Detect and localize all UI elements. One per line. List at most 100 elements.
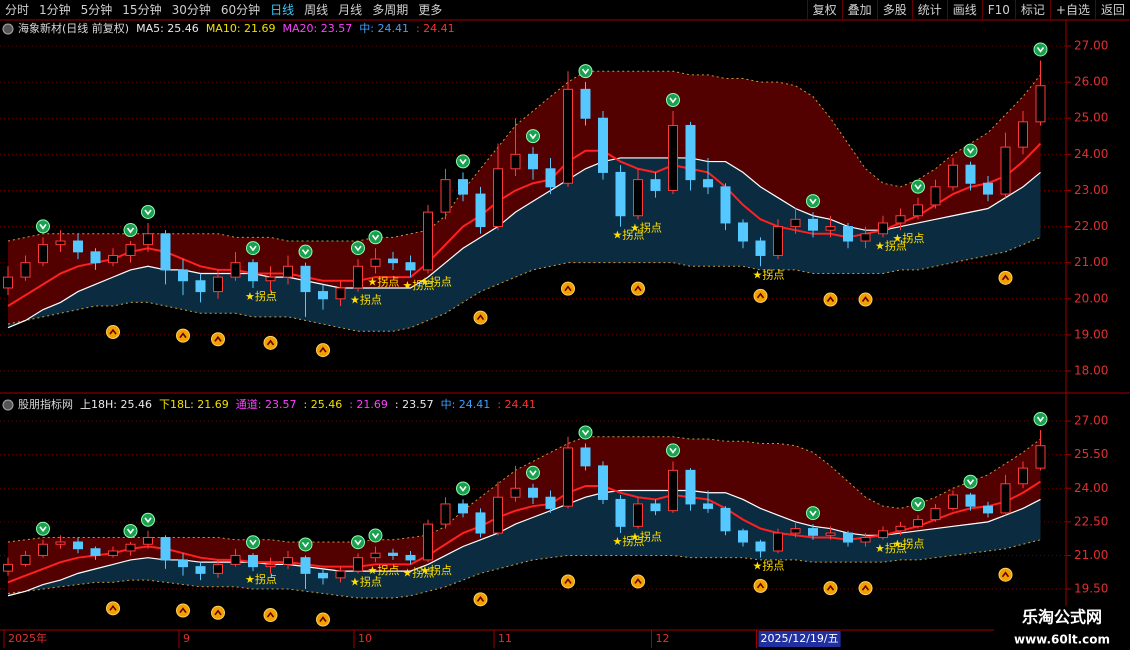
tool-button[interactable]: 叠加	[841, 0, 877, 20]
sell-icon-arrow	[126, 227, 135, 234]
buy-icon-arrow	[861, 296, 870, 302]
tool-button[interactable]: 画线	[946, 0, 982, 20]
y-tick-label: 25.50	[1074, 447, 1108, 461]
buy-icon	[753, 288, 768, 303]
toolbar: 分时 1分钟 5分钟 15分钟 30分钟 60分钟 日线 周线 月线 多周期 更多 复权 叠加 多股 统计…	[0, 0, 1130, 20]
sell-icon-arrow	[1036, 416, 1045, 423]
candle-body	[895, 525, 906, 532]
candle-body	[773, 532, 783, 552]
sell-icon	[526, 129, 540, 144]
sell-icon	[806, 506, 820, 521]
legend-item: MA10: 21.69	[206, 22, 276, 35]
x-tick-label: 9	[183, 632, 190, 645]
candle-body	[843, 226, 853, 242]
candle-body	[860, 537, 871, 543]
sell-signal	[456, 481, 470, 496]
sell-icon-arrow	[581, 429, 590, 436]
candle-body	[143, 233, 153, 246]
buy-signal	[753, 578, 768, 593]
buy-icon-arrow	[214, 609, 222, 616]
sell-icon	[351, 535, 365, 550]
sell-signal	[246, 535, 260, 550]
tool-button[interactable]: 统计	[911, 0, 947, 20]
candle-body	[213, 563, 223, 574]
candle-body	[370, 552, 381, 559]
pivot-label: ★拐点	[368, 275, 400, 289]
sell-signal	[141, 512, 155, 527]
sell-icon-arrow	[669, 447, 677, 454]
candle-body	[3, 276, 13, 289]
candle-body	[720, 186, 731, 224]
cursor-date-box	[758, 631, 841, 647]
candle-body	[633, 179, 643, 217]
candle-body	[948, 494, 958, 509]
tool-button[interactable]: 标记	[1014, 0, 1050, 20]
y-tick-label: 27.00	[1074, 39, 1108, 53]
candle-body	[440, 179, 451, 213]
buy-icon	[316, 343, 330, 358]
sell-icon	[1033, 42, 1048, 57]
candle-body	[825, 532, 836, 536]
candle-body	[353, 265, 363, 289]
tool-button[interactable]: 返回	[1094, 0, 1130, 20]
tool-button[interactable]: +自选	[1049, 0, 1095, 20]
candle-body	[423, 523, 433, 561]
tool-button[interactable]: 多股	[876, 0, 912, 20]
period-tab[interactable]: 分时	[5, 3, 30, 17]
candle-body	[283, 265, 293, 278]
sell-signal	[351, 535, 365, 550]
period-tab[interactable]: 日线	[270, 3, 295, 17]
sell-icon-arrow	[144, 517, 152, 524]
sell-signal	[666, 93, 680, 108]
candle-body	[178, 559, 188, 568]
candle-body	[983, 182, 993, 195]
watermark: 乐淘公式网	[1022, 608, 1102, 627]
legend-icon	[2, 23, 14, 35]
sell-icon	[911, 497, 925, 512]
legend-item: 下18L: 21.69	[159, 398, 229, 411]
candle-body	[265, 563, 276, 568]
pivot-label: ★拐点	[350, 293, 382, 307]
buy-signal	[473, 592, 488, 607]
candle-body	[458, 179, 468, 195]
buy-icon	[176, 603, 190, 618]
period-tab[interactable]: 60分钟	[220, 3, 261, 17]
buy-icon	[561, 574, 575, 589]
candle-body	[38, 244, 48, 264]
pivot-label: ★拐点	[875, 238, 907, 252]
buy-icon	[263, 335, 278, 350]
candle-body	[650, 503, 661, 512]
sell-icon	[123, 223, 138, 238]
period-tab[interactable]: 周线	[304, 3, 329, 17]
candle-body	[125, 543, 136, 552]
period-tab[interactable]: 更多	[418, 3, 443, 17]
buy-icon	[858, 292, 873, 307]
sell-icon-arrow	[914, 184, 922, 191]
period-tab[interactable]: 多周期	[372, 3, 409, 17]
sell-signal	[456, 154, 470, 169]
candle-body	[55, 240, 66, 246]
sell-icon-arrow	[249, 245, 257, 252]
period-tab[interactable]: 30分钟	[171, 3, 211, 17]
tool-button[interactable]: 复权	[806, 0, 842, 20]
period-tab[interactable]: 5分钟	[80, 3, 113, 17]
candle-body	[1018, 121, 1028, 148]
y-tick-label: 21.00	[1074, 548, 1108, 562]
period-tab[interactable]: 15分钟	[122, 3, 162, 17]
legend-item: : 23.57	[395, 398, 434, 411]
sell-signal	[351, 241, 365, 256]
panel: ★拐点 ★拐点★拐点 ★拐点★拐点★拐点★拐点★拐点★拐点★拐点	[0, 42, 1066, 372]
period-tab[interactable]: 1分钟	[39, 3, 71, 17]
tool-button[interactable]: F10	[981, 0, 1015, 20]
buy-icon	[823, 292, 838, 307]
buy-signal	[631, 281, 645, 296]
period-tab[interactable]: 月线	[338, 3, 363, 17]
pivot-label: ★拐点	[403, 565, 435, 579]
candle-body	[738, 222, 748, 242]
buy-signal	[998, 567, 1013, 582]
pivot-label: ★拐点	[753, 559, 785, 573]
sell-icon-arrow	[371, 234, 380, 241]
buy-signal	[561, 574, 575, 589]
buy-signal	[263, 335, 278, 350]
